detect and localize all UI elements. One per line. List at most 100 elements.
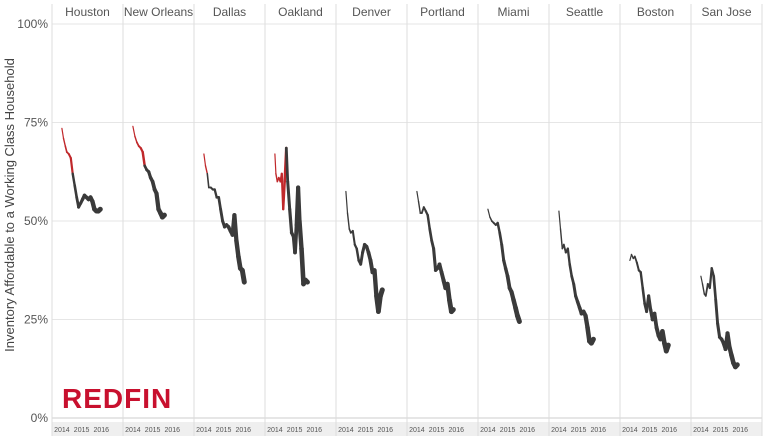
panel-houston: Houston 2014 2015 2016: [51, 4, 123, 436]
x-tick-label: 2015: [500, 427, 516, 434]
series-segment: [448, 307, 456, 315]
y-tick-label: 75%: [24, 116, 48, 130]
series-segment: [299, 246, 306, 287]
series-segment: [239, 267, 247, 285]
x-tick-label: 2014: [622, 427, 638, 434]
series-segment: [432, 247, 438, 272]
series-segment: [712, 274, 718, 302]
series-segment: [428, 227, 434, 243]
panel-title: Houston: [65, 5, 110, 19]
series-segment: [73, 184, 78, 199]
series-segment: [496, 221, 501, 235]
series-segment: [206, 172, 210, 189]
series-segment: [282, 180, 286, 211]
series-segment: [297, 218, 304, 251]
series-segment: [566, 247, 571, 266]
x-tick-label: 2015: [358, 427, 374, 434]
x-tick-label: 2014: [409, 427, 425, 434]
x-axis-band: [549, 422, 620, 436]
x-tick-label: 2016: [661, 427, 677, 434]
series-segment: [159, 212, 167, 220]
series-segment: [302, 277, 310, 285]
series-segment: [652, 311, 659, 330]
x-axis-band: [194, 422, 265, 436]
series-segment: [64, 145, 68, 153]
series-segment: [416, 190, 420, 202]
x-tick-label: 2014: [125, 427, 141, 434]
series-segment: [701, 283, 706, 295]
panel-title: Dallas: [213, 5, 246, 19]
series-segment: [732, 362, 740, 370]
series-segment: [355, 247, 360, 262]
y-axis-label: Inventory Affordable to a Working Class …: [2, 58, 17, 352]
series-segment: [559, 228, 564, 250]
series-segment: [372, 268, 379, 299]
panel-seattle: Seattle 2014 2015 2016: [548, 4, 620, 436]
panel-title: Boston: [637, 5, 674, 19]
y-tick-label: 100%: [17, 17, 48, 31]
series-segment: [62, 137, 67, 147]
series-segment: [204, 165, 208, 175]
panel-title: Seattle: [566, 5, 604, 19]
series-segment: [345, 190, 349, 214]
series-segment: [639, 271, 644, 290]
panel-miami: Miami 2014 2015 2016: [477, 4, 549, 436]
x-tick-label: 2015: [571, 427, 587, 434]
series-segment: [487, 208, 491, 218]
x-tick-label: 2016: [590, 427, 606, 434]
series-segment: [134, 135, 138, 143]
series-segment: [217, 196, 222, 211]
x-tick-label: 2014: [196, 427, 212, 434]
x-tick-label: 2016: [519, 427, 535, 434]
series-segment: [71, 172, 76, 187]
series-segment: [514, 313, 522, 324]
x-tick-label: 2014: [551, 427, 567, 434]
series-segment: [725, 331, 732, 350]
x-tick-label: 2016: [235, 427, 251, 434]
series-segment: [426, 213, 431, 231]
x-tick-label: 2016: [448, 427, 464, 434]
panel-title: Portland: [420, 5, 465, 19]
x-axis-band: [620, 422, 691, 436]
series-segment: [663, 342, 671, 354]
x-tick-label: 2014: [338, 427, 354, 434]
x-tick-label: 2015: [642, 427, 658, 434]
series-segment: [572, 282, 578, 298]
x-axis-band: [407, 422, 478, 436]
panel-title: New Orleans: [124, 5, 193, 19]
x-axis-band: [52, 422, 123, 436]
panel-denver: Denver 2014 2015 2016: [335, 4, 407, 436]
redfin-logo: REDFIN: [62, 383, 172, 414]
series-segment: [558, 210, 562, 230]
x-tick-label: 2014: [54, 427, 70, 434]
x-axis-band: [336, 422, 407, 436]
series-segment: [359, 251, 365, 266]
x-tick-label: 2014: [267, 427, 283, 434]
series-segment: [498, 231, 504, 246]
series-segment: [286, 180, 292, 211]
x-axis-band: [691, 422, 762, 436]
series-segment: [714, 298, 720, 325]
series-segment: [69, 156, 74, 175]
series-segment: [700, 275, 704, 285]
panel-title: Denver: [352, 5, 391, 19]
series-segment: [132, 125, 136, 137]
x-axis-band: [123, 422, 194, 436]
panel-boston: Boston 2014 2015 2016: [619, 4, 691, 436]
series-segment: [288, 207, 294, 235]
series-segment: [376, 293, 383, 314]
series-segment: [704, 283, 709, 297]
series-segment: [641, 286, 647, 306]
series-segment: [232, 212, 239, 243]
series-segment: [716, 321, 722, 339]
series-segment: [203, 153, 207, 167]
x-axis-band: [478, 422, 549, 436]
panel-new-orleans: New Orleans 2014 2015 2016: [122, 4, 194, 436]
x-tick-label: 2016: [377, 427, 393, 434]
series-segment: [568, 263, 573, 278]
x-tick-label: 2015: [74, 427, 90, 434]
series-segment: [95, 206, 103, 214]
panel-san-jose: San Jose 2014 2015 2016: [690, 4, 763, 436]
series-segment: [500, 243, 506, 262]
x-axis-band: [265, 422, 336, 436]
